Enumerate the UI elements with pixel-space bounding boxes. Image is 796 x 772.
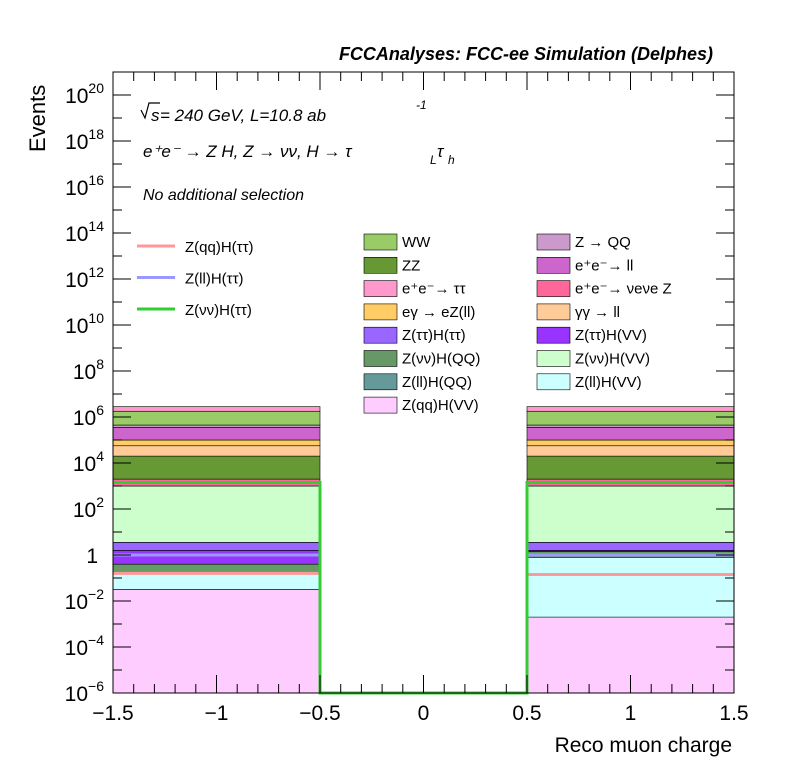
legend-label: e⁺e⁻→ νeνe Z bbox=[575, 281, 672, 298]
legend-swatch bbox=[363, 256, 398, 274]
selection-label: No additional selection bbox=[143, 187, 304, 204]
legend-label: Z(qq)H(ττ) bbox=[185, 239, 254, 256]
process-subscript-l: L bbox=[430, 153, 437, 167]
bar-segment bbox=[112, 573, 321, 590]
y-tick-labels: 1020 1018 1016 1014 1012 1010 108 106 104 102 1 10−… bbox=[65, 80, 105, 706]
bar-segment bbox=[112, 439, 321, 447]
bar-segment bbox=[112, 445, 321, 457]
y-axis-label: Events bbox=[25, 85, 50, 152]
y-tick-label: 106 bbox=[73, 402, 104, 430]
legend-swatch bbox=[363, 373, 398, 391]
legend-swatch bbox=[536, 256, 571, 274]
y-tick-label: 10−6 bbox=[65, 678, 105, 706]
legend-label: Z(ll)H(QQ) bbox=[402, 374, 472, 391]
bar-segment bbox=[112, 485, 321, 543]
y-tick-label: 102 bbox=[73, 494, 104, 522]
legend-label: Z(νν)H(QQ) bbox=[402, 351, 480, 368]
bar-segment bbox=[112, 455, 321, 480]
bar-segment bbox=[526, 406, 735, 412]
x-tick-label: −1.5 bbox=[92, 702, 133, 725]
legend-swatch bbox=[536, 350, 571, 367]
bar-segment bbox=[112, 424, 321, 428]
axis-ticks bbox=[112, 71, 735, 694]
y-tick-label: 104 bbox=[73, 448, 104, 476]
process-tau: τ bbox=[437, 142, 445, 161]
bar-segment bbox=[112, 406, 321, 412]
legend-label: Z(ττ)H(VV) bbox=[575, 327, 647, 344]
y-tick-label: 1016 bbox=[65, 172, 104, 200]
process-label: e⁺e⁻ → Z H, Z → νν, H → τ bbox=[143, 142, 353, 161]
bar-segment bbox=[526, 424, 735, 428]
y-tick-label: 1018 bbox=[65, 126, 104, 154]
legend-swatch bbox=[536, 303, 571, 321]
legend-label: Z(ττ)H(ττ) bbox=[402, 327, 466, 344]
legend-label: Z(νν)H(ττ) bbox=[185, 302, 252, 319]
legend-label: Z(qq)H(VV) bbox=[402, 397, 479, 414]
bar-segment bbox=[526, 410, 735, 426]
y-tick-label: 10−4 bbox=[65, 632, 105, 660]
y-tick-label: 1014 bbox=[65, 218, 104, 246]
legend-label: γγ → ll bbox=[575, 304, 620, 321]
lumi-exponent: -1 bbox=[416, 98, 427, 112]
legend-label: WW bbox=[402, 234, 431, 251]
x-tick-label: 0 bbox=[418, 702, 430, 725]
bar-segment bbox=[112, 542, 321, 551]
legend-label: eγ → eZ(ll) bbox=[402, 304, 475, 321]
legend: Z(qq)H(ττ) Z(ll)H(ττ) Z(νν)H(ττ) WW ZZ e⁺e⁻→ … bbox=[137, 233, 672, 414]
y-tick-label: 10−2 bbox=[65, 586, 105, 614]
y-tick-label: 1 bbox=[86, 545, 98, 568]
legend-swatch bbox=[536, 280, 571, 297]
legend-swatch bbox=[363, 396, 398, 414]
x-tick-label: 1 bbox=[625, 702, 637, 725]
legend-swatch bbox=[363, 350, 398, 367]
bar-segment bbox=[526, 556, 735, 618]
legend-label: e⁺e⁻→ ττ bbox=[402, 281, 466, 298]
sqrt-s-label: s bbox=[151, 106, 160, 125]
bar-segment bbox=[526, 485, 735, 543]
y-tick-label: 1020 bbox=[65, 80, 104, 108]
bar-segment bbox=[112, 427, 321, 441]
sqrt-symbol bbox=[140, 102, 160, 120]
legend-label: e⁺e⁻→ ll bbox=[575, 257, 633, 274]
bar-segment bbox=[112, 550, 321, 565]
bar-segment bbox=[526, 445, 735, 457]
y-tick-label: 1012 bbox=[65, 264, 104, 292]
bar-segment bbox=[526, 542, 735, 551]
bar-segment bbox=[112, 410, 321, 426]
bar-segment bbox=[526, 439, 735, 447]
x-tick-labels: −1.5 −1 −0.5 0 0.5 1 1.5 bbox=[92, 702, 748, 725]
legend-swatch bbox=[363, 233, 398, 251]
bar-segment bbox=[526, 427, 735, 441]
bar-segment bbox=[526, 455, 735, 480]
x-tick-label: 0.5 bbox=[512, 702, 541, 725]
legend-label: ZZ bbox=[402, 257, 420, 274]
legend-swatch bbox=[536, 373, 571, 391]
energy-annotation: s = 240 GeV, L=10.8 ab -1 bbox=[140, 98, 427, 125]
legend-swatch bbox=[536, 233, 571, 251]
legend-swatch bbox=[363, 280, 398, 297]
energy-lumi-label: = 240 GeV, L=10.8 ab bbox=[160, 106, 326, 125]
chart-title: FCCAnalyses: FCC-ee Simulation (Delphes) bbox=[339, 44, 713, 64]
x-tick-label: −1 bbox=[205, 702, 229, 725]
legend-swatch bbox=[363, 326, 398, 344]
y-tick-label: 1010 bbox=[65, 310, 104, 338]
y-tick-label: 108 bbox=[73, 356, 104, 384]
legend-label: Z(νν)H(VV) bbox=[575, 351, 650, 368]
legend-label: Z(ll)H(VV) bbox=[575, 374, 642, 391]
x-tick-label: 1.5 bbox=[719, 702, 748, 725]
x-tick-label: −0.5 bbox=[299, 702, 340, 725]
legend-label: Z(ll)H(ττ) bbox=[185, 271, 244, 288]
process-subscript-h: h bbox=[448, 153, 455, 167]
legend-label: Z → QQ bbox=[575, 234, 631, 251]
legend-swatch bbox=[536, 326, 571, 344]
process-annotation: e⁺e⁻ → Z H, Z → νν, H → τ L τ h bbox=[143, 142, 455, 167]
legend-swatch bbox=[363, 303, 398, 321]
x-axis-label: Reco muon charge bbox=[555, 734, 732, 757]
